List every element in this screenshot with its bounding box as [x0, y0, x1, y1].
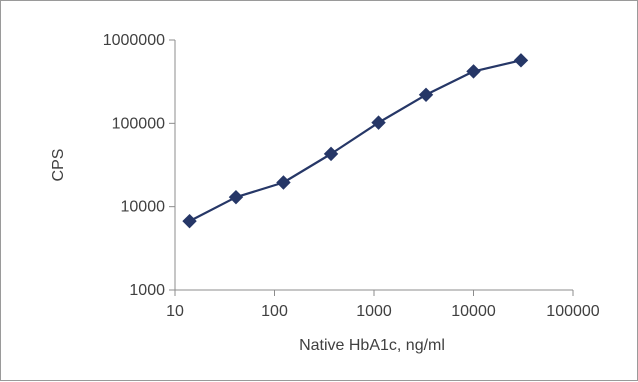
data-point-marker	[466, 64, 481, 79]
y-tick-label: 10000	[121, 199, 166, 216]
data-point-marker	[276, 175, 291, 190]
series-line	[189, 59, 522, 223]
series-layer	[182, 53, 529, 229]
data-point-marker	[323, 146, 339, 162]
x-axis-title: Native HbA1c, ng/ml	[299, 337, 445, 354]
y-axis-title: CPS	[50, 149, 67, 182]
x-tick-label: 10	[166, 303, 184, 320]
x-tick-label: 100000	[546, 303, 599, 320]
axes	[169, 39, 574, 296]
data-point-marker	[228, 189, 244, 205]
data-point-marker	[182, 213, 197, 229]
data-point-marker	[418, 87, 434, 103]
tick-labels: 1000 10000 100000 1000000 10 100 1000 10000 1000…	[103, 32, 600, 320]
y-tick-label: 100000	[112, 115, 165, 132]
x-tick-label: 100	[261, 303, 288, 320]
x-tick-label: 10000	[451, 303, 496, 320]
y-tick-label: 1000	[129, 282, 165, 299]
data-point-marker	[513, 53, 529, 68]
x-tick-label: 1000	[356, 303, 392, 320]
data-point-marker	[371, 115, 386, 130]
y-tick-label: 1000000	[103, 32, 165, 49]
